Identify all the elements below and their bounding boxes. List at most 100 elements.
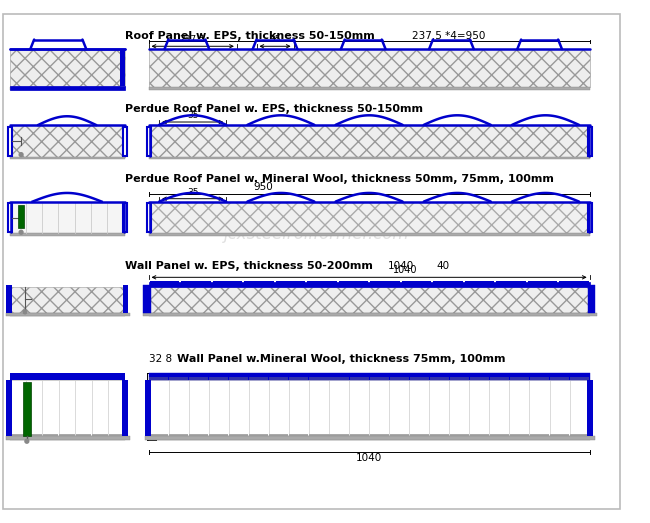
Bar [339,281,368,283]
Bar [59,434,75,438]
Bar [149,373,590,380]
Bar [147,127,151,155]
Bar [330,377,348,380]
Bar [276,281,305,283]
Bar [588,127,592,155]
Bar [209,377,228,380]
Bar [570,434,589,438]
Circle shape [25,439,29,443]
Bar [92,434,108,438]
Bar [430,377,448,380]
Circle shape [19,230,23,234]
Bar [213,281,242,283]
Text: 1040: 1040 [393,265,417,276]
Bar [147,203,151,232]
Bar [123,203,127,232]
Text: 1040: 1040 [388,260,415,270]
Bar [490,434,509,438]
Bar [145,437,595,440]
Bar [510,434,529,438]
Bar [350,377,369,380]
Bar [189,377,208,380]
Bar [10,313,125,316]
Bar [250,434,268,438]
Bar [169,377,188,380]
Bar [209,434,228,438]
Text: Roof Panel w. EPS, thickness 50-150mm: Roof Panel w. EPS, thickness 50-150mm [125,30,374,40]
Bar [8,127,12,155]
Bar [149,437,590,440]
Bar [149,287,590,313]
Bar [450,377,469,380]
Text: 32 8: 32 8 [149,354,172,363]
Bar [122,380,129,436]
Bar [550,377,569,380]
Bar [6,380,12,436]
Bar [307,281,337,283]
Bar [496,281,526,283]
Bar [528,281,557,283]
Text: 950: 950 [254,182,274,192]
Bar [149,313,590,316]
Text: 237.5: 237.5 [180,36,205,44]
Bar [10,156,125,160]
Bar [410,434,429,438]
Bar [18,206,24,229]
Bar [244,281,274,283]
Bar [8,203,12,232]
Bar [490,377,509,380]
Bar [149,201,590,233]
Bar [229,434,248,438]
Bar [10,87,125,90]
Text: jcxsteelrollformer.com: jcxsteelrollformer.com [224,225,410,243]
Bar [530,434,549,438]
Bar [559,281,589,283]
Bar [6,437,131,440]
Bar [149,434,168,438]
Bar [465,281,494,283]
Bar [269,434,289,438]
Bar [289,434,309,438]
Text: 35: 35 [187,188,198,197]
Bar [23,382,31,436]
Bar [250,377,268,380]
Bar [550,434,569,438]
Bar [289,377,309,380]
Bar [10,434,25,438]
Bar [450,434,469,438]
Bar [6,313,131,316]
Bar [150,281,179,283]
Bar [149,233,590,236]
Bar [149,282,590,287]
Bar [120,50,125,86]
Bar [510,377,529,380]
Bar [123,127,127,155]
Bar [370,281,400,283]
Bar [10,125,125,156]
Bar [402,281,431,283]
Bar [389,377,409,380]
Bar [10,380,125,436]
Bar [309,377,328,380]
Bar [588,285,595,313]
Bar [43,434,58,438]
Bar [149,156,590,160]
Circle shape [19,153,23,156]
Bar [470,377,489,380]
Bar [530,377,549,380]
Bar [350,434,369,438]
Text: Perdue Roof Panel w. Mineral Wool, thickness 50mm, 75mm, 100mm: Perdue Roof Panel w. Mineral Wool, thick… [125,174,554,184]
Bar [269,377,289,380]
Text: Wall Panel w.Mineral Wool, thickness 75mm, 100mm: Wall Panel w.Mineral Wool, thickness 75m… [177,354,506,363]
Bar [10,201,125,233]
Bar [145,380,151,436]
Circle shape [23,310,27,314]
Bar [370,377,389,380]
Bar [570,377,589,380]
Bar [430,434,448,438]
Bar [143,285,151,313]
Bar [143,313,597,316]
Bar [181,281,211,283]
Bar [189,434,208,438]
Bar [149,377,168,380]
